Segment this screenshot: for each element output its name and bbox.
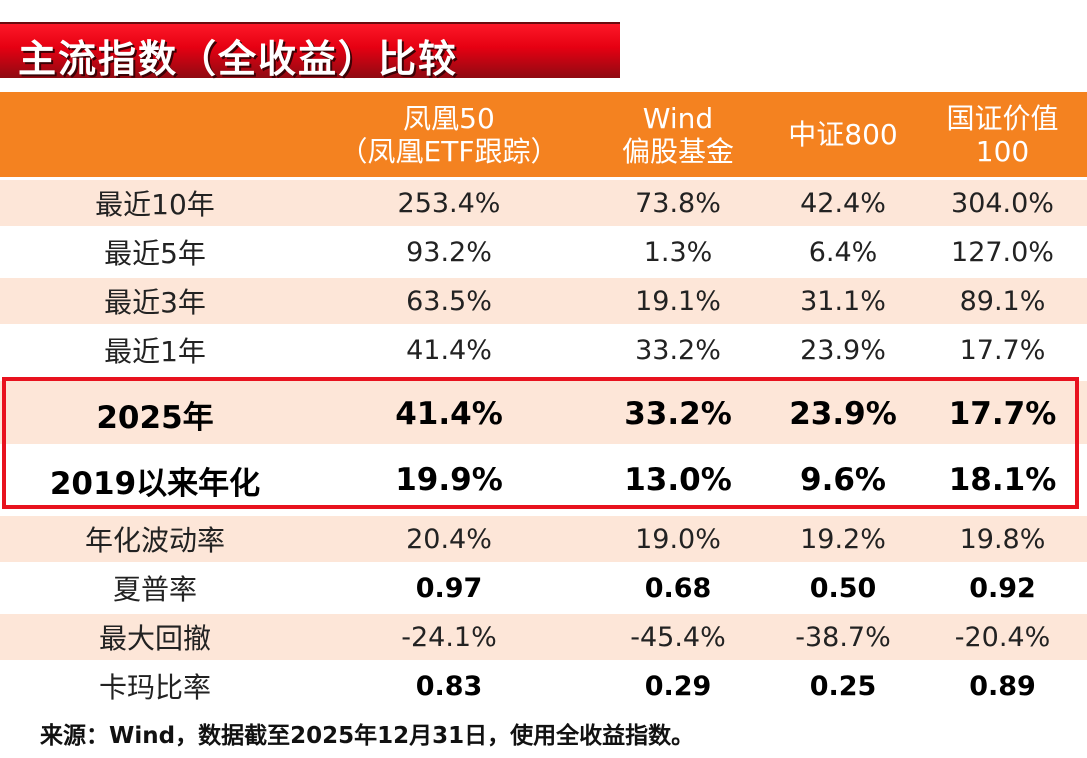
table-row: 最大回撤 -24.1% -45.4% -38.7% -20.4% xyxy=(0,611,1087,660)
table-cell: 19.1% xyxy=(635,285,721,317)
header-cell-blank xyxy=(0,92,310,177)
table-row-highlight: 2025年 41.4% 33.2% 23.9% 17.7% xyxy=(0,378,1087,447)
table-cell: 20.4% xyxy=(406,523,492,555)
table-row: 卡玛比率 0.83 0.29 0.25 0.89 xyxy=(0,660,1087,709)
row-label: 最近10年 xyxy=(95,188,215,221)
row-label: 2025年 xyxy=(96,399,214,436)
table-cell: 63.5% xyxy=(406,285,492,317)
table-row: 最近5年 93.2% 1.3% 6.4% 127.0% xyxy=(0,226,1087,275)
table-cell: 23.9% xyxy=(789,396,897,432)
title-banner: 主流指数（全收益）比较 xyxy=(0,22,620,81)
table-cell: 127.0% xyxy=(951,236,1054,268)
table-row: 夏普率 0.97 0.68 0.50 0.92 xyxy=(0,562,1087,611)
table-row: 最近3年 63.5% 19.1% 31.1% 89.1% xyxy=(0,275,1087,324)
table-row-highlight: 2019以来年化 19.9% 13.0% 9.6% 18.1% xyxy=(0,444,1087,513)
row-label: 年化波动率 xyxy=(84,524,225,557)
header-cell-value100: 国证价值 100 xyxy=(946,101,1059,168)
row-label: 最近1年 xyxy=(104,335,206,368)
table-cell: 0.68 xyxy=(644,572,712,604)
table-cell: 0.50 xyxy=(809,572,877,604)
table-cell: 253.4% xyxy=(397,187,501,219)
table-cell: 93.2% xyxy=(406,236,492,268)
table-cell: 41.4% xyxy=(406,334,492,366)
table-cell: 0.92 xyxy=(969,572,1036,604)
table-cell: -20.4% xyxy=(954,621,1051,653)
table-cell: 1.3% xyxy=(643,236,713,268)
table-row: 最近10年 253.4% 73.8% 42.4% 304.0% xyxy=(0,177,1087,226)
table-cell: 6.4% xyxy=(808,236,878,268)
table-cell: 33.2% xyxy=(635,334,721,366)
table-cell: 13.0% xyxy=(624,462,732,498)
table-cell: 19.2% xyxy=(800,523,886,555)
table-header: 凤凰50 （凤凰ETF跟踪） Wind 偏股基金 中证800 国证价值 100 xyxy=(0,92,1087,177)
table-cell: -45.4% xyxy=(630,621,726,653)
table-row: 年化波动率 20.4% 19.0% 19.2% 19.8% xyxy=(0,513,1087,562)
table-cell: 304.0% xyxy=(951,187,1054,219)
table-cell: 17.7% xyxy=(959,334,1046,366)
table-cell: 89.1% xyxy=(959,285,1046,317)
table-cell: 0.83 xyxy=(415,670,483,702)
table-cell: 9.6% xyxy=(800,462,886,498)
table-cell: 0.29 xyxy=(644,670,712,702)
row-label: 最近5年 xyxy=(104,237,206,270)
table-cell: 19.9% xyxy=(395,462,503,498)
table-cell: 41.4% xyxy=(395,396,503,432)
source-note: 来源：Wind，数据截至2025年12月31日，使用全收益指数。 xyxy=(40,723,695,749)
table-cell: 18.1% xyxy=(948,462,1057,498)
row-label: 夏普率 xyxy=(112,573,197,606)
table-cell: 42.4% xyxy=(800,187,886,219)
table-cell: 31.1% xyxy=(800,285,886,317)
table-row: 最近1年 41.4% 33.2% 23.9% 17.7% xyxy=(0,324,1087,373)
row-label: 卡玛比率 xyxy=(98,671,211,704)
table-cell: 19.8% xyxy=(959,523,1046,555)
header-cell-wind: Wind 偏股基金 xyxy=(621,101,734,168)
table-cell: -38.7% xyxy=(795,621,891,653)
table-cell: 33.2% xyxy=(624,396,732,432)
header-cell-csi800: 中证800 xyxy=(788,118,898,151)
table-cell: -24.1% xyxy=(401,621,497,653)
table-cell: 0.97 xyxy=(415,572,483,604)
table-cell: 17.7% xyxy=(948,396,1057,432)
row-label: 2019以来年化 xyxy=(49,465,261,502)
table-cell: 0.25 xyxy=(809,670,877,702)
table-cell: 19.0% xyxy=(635,523,721,555)
table-cell: 23.9% xyxy=(800,334,886,366)
row-label: 最大回撤 xyxy=(98,622,211,655)
row-label: 最近3年 xyxy=(104,286,206,319)
table-cell: 0.89 xyxy=(969,670,1036,702)
table-cell: 73.8% xyxy=(635,187,721,219)
page-title: 主流指数（全收益）比较 xyxy=(18,37,459,81)
header-cell-fenghuang50: 凤凰50 （凤凰ETF跟踪） xyxy=(339,101,559,168)
